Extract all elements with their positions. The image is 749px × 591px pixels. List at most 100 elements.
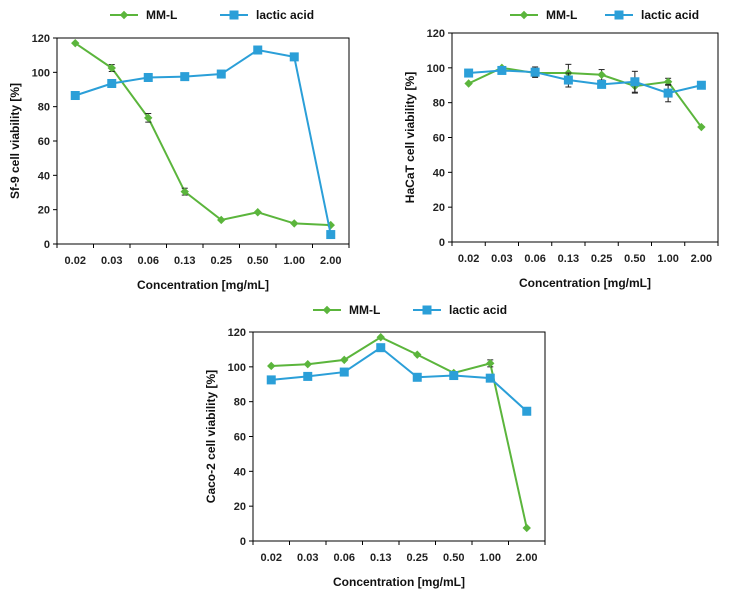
- x-tick-label: 1.00: [284, 255, 305, 267]
- data-point: [253, 45, 263, 55]
- legend-marker: [519, 10, 529, 20]
- series-line: [468, 66, 703, 128]
- y-tick-label: 20: [433, 202, 445, 214]
- data-point: [289, 52, 299, 62]
- data-point: [563, 75, 573, 85]
- x-tick-label: 0.25: [211, 255, 232, 267]
- legend-marker: [229, 10, 239, 20]
- y-tick-label: 20: [234, 501, 246, 513]
- data-point: [340, 355, 349, 365]
- legend-item: lactic acid: [413, 303, 507, 317]
- data-point: [180, 72, 190, 82]
- x-tick-label: 1.00: [657, 253, 678, 265]
- x-tick-label: 0.06: [334, 552, 355, 564]
- legend-item: MM-L: [313, 303, 380, 317]
- data-point: [107, 78, 117, 88]
- data-point: [597, 79, 607, 89]
- x-tick-label: 0.13: [370, 552, 391, 564]
- data-point: [144, 113, 153, 123]
- legend-label: MM-L: [146, 8, 177, 22]
- x-axis-title: Concentration [mg/mL]: [519, 276, 651, 290]
- y-axis-title: Caco-2 cell viability [%]: [204, 370, 218, 503]
- series-lactic-acid: [70, 45, 336, 240]
- data-point: [326, 220, 335, 230]
- y-tick-label: 120: [427, 28, 445, 40]
- legend: MM-L lactic acid: [313, 303, 507, 317]
- data-point: [413, 350, 422, 359]
- data-point: [449, 371, 459, 381]
- legend-item: lactic acid: [220, 8, 314, 22]
- data-point: [216, 69, 226, 79]
- data-point: [339, 367, 349, 377]
- y-tick-label: 40: [433, 167, 445, 179]
- data-point: [290, 219, 299, 228]
- legend: MM-L lactic acid: [510, 8, 699, 22]
- x-tick-label: 0.02: [65, 255, 86, 267]
- series-line: [74, 48, 332, 235]
- legend-item: MM-L: [510, 8, 577, 22]
- y-tick-label: 40: [38, 170, 50, 182]
- x-tick-label: 2.00: [516, 552, 537, 564]
- data-point: [597, 70, 606, 79]
- chart-2: 0 20 40 60 80 100 120 0.02 0.03 0.06 0.13 0.25 0.50 1…: [403, 8, 719, 290]
- data-point: [180, 187, 189, 196]
- data-point: [71, 38, 80, 48]
- data-point: [663, 77, 673, 86]
- data-point: [464, 68, 474, 78]
- data-point: [486, 359, 495, 368]
- data-point: [267, 361, 276, 371]
- y-tick-label: 60: [38, 136, 50, 148]
- x-tick-label: 0.03: [491, 253, 512, 265]
- series-line: [271, 346, 528, 412]
- x-tick-label: 0.02: [458, 253, 479, 265]
- y-tick-label: 60: [433, 133, 445, 145]
- x-tick-label: 0.50: [624, 253, 645, 265]
- y-tick-label: 60: [234, 432, 246, 444]
- data-point: [303, 371, 313, 381]
- series-lactic-acid: [464, 65, 706, 103]
- legend-label: MM-L: [546, 8, 577, 22]
- data-point: [530, 67, 540, 77]
- series-mm-l: [71, 38, 335, 230]
- data-point: [266, 375, 276, 385]
- legend-marker: [119, 10, 129, 20]
- data-point: [696, 80, 706, 90]
- data-point: [485, 373, 495, 383]
- legend-label: lactic acid: [256, 8, 314, 22]
- y-tick-label: 100: [427, 63, 445, 75]
- y-tick-label: 80: [433, 98, 445, 110]
- y-tick-label: 80: [38, 102, 50, 114]
- y-tick-label: 120: [228, 327, 246, 339]
- data-point: [497, 65, 507, 75]
- legend-marker: [422, 305, 432, 315]
- y-tick-label: 20: [38, 205, 50, 217]
- x-axis-title: Concentration [mg/mL]: [333, 575, 465, 589]
- data-point: [326, 230, 336, 240]
- data-point: [376, 343, 386, 353]
- data-point: [522, 523, 531, 533]
- x-tick-label: 0.03: [297, 552, 318, 564]
- data-point: [107, 63, 116, 73]
- chart-1: 0 20 40 60 80 100 120 0.02 0.03 0.06 0.13 0.25 0.50 1…: [8, 8, 350, 292]
- series-line: [468, 69, 702, 95]
- x-tick-label: 0.06: [138, 255, 159, 267]
- data-point: [143, 72, 153, 82]
- data-point: [522, 406, 532, 416]
- data-point: [253, 208, 262, 217]
- y-tick-label: 0: [439, 237, 445, 249]
- series-line: [74, 42, 331, 227]
- x-tick-label: 0.50: [443, 552, 464, 564]
- x-tick-label: 1.00: [480, 552, 501, 564]
- legend-marker: [614, 10, 624, 20]
- data-point: [663, 88, 673, 98]
- y-tick-label: 100: [228, 362, 246, 374]
- series-lactic-acid: [266, 343, 532, 416]
- plot-frame: [56, 37, 350, 245]
- legend-item: MM-L: [110, 8, 177, 22]
- x-tick-label: 0.50: [247, 255, 268, 267]
- data-point: [630, 77, 640, 87]
- x-tick-label: 2.00: [320, 255, 341, 267]
- legend-item: lactic acid: [605, 8, 699, 22]
- y-axis-title: HaCaT cell viability [%]: [403, 72, 417, 203]
